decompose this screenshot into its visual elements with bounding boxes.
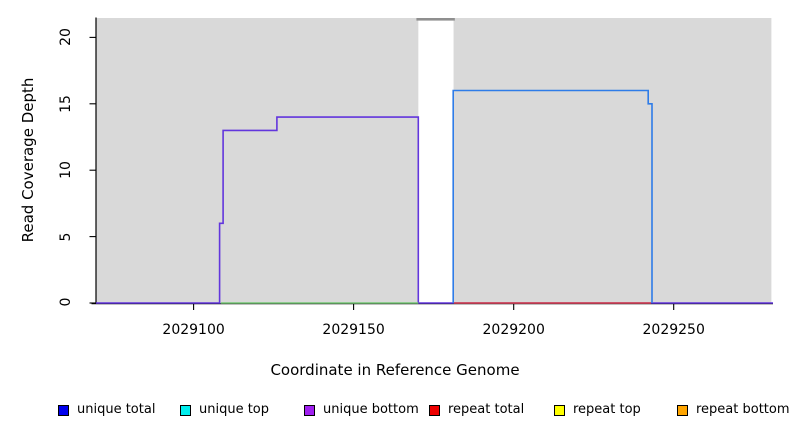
legend-item-unique-bottom: unique bottom	[304, 403, 419, 417]
y-axis-title: Read Coverage Depth	[19, 77, 37, 243]
legend-label: unique bottom	[323, 402, 419, 417]
y-tick-label-15: 15	[58, 94, 74, 113]
x-axis-title: Coordinate in Reference Genome	[270, 361, 520, 379]
x-tick-label-2029200: 2029200	[482, 322, 545, 338]
legend-label: unique top	[199, 402, 270, 417]
alignment-block-1	[453, 18, 772, 304]
legend-label: repeat bottom	[696, 402, 790, 417]
unique-total-swatch-icon	[58, 404, 69, 416]
gap-marker	[416, 18, 455, 21]
repeat-bottom-swatch-icon	[677, 404, 688, 416]
repeat-top-swatch-icon	[554, 404, 565, 416]
repeat-total-swatch-icon	[429, 404, 440, 416]
x-tick-label-2029100: 2029100	[162, 322, 225, 338]
legend-item-repeat-total: repeat total	[429, 403, 524, 417]
y-tick-label-0: 0	[58, 297, 74, 307]
x-tick-label-2029150: 2029150	[322, 322, 385, 338]
legend-item-unique-top: unique top	[180, 403, 269, 417]
legend-item-repeat-bottom: repeat bottom	[677, 403, 790, 417]
alignment-block-0	[96, 18, 419, 304]
series-unique-bottom-coverage	[96, 116, 773, 304]
y-tick-label-10: 10	[58, 161, 74, 180]
unique-top-swatch-icon	[180, 404, 191, 416]
series-unique-top-coverage	[452, 89, 653, 303]
legend-label: repeat top	[573, 402, 641, 417]
y-tick-label-5: 5	[58, 232, 74, 242]
unique-bottom-swatch-icon	[304, 404, 315, 416]
x-tick-label-2029250: 2029250	[642, 322, 705, 338]
legend-item-repeat-top: repeat top	[554, 403, 641, 417]
legend-item-unique-total: unique total	[58, 403, 155, 417]
legend-label: unique total	[77, 402, 156, 417]
legend-label: repeat total	[448, 402, 525, 417]
y-tick-label-20: 20	[58, 28, 74, 47]
